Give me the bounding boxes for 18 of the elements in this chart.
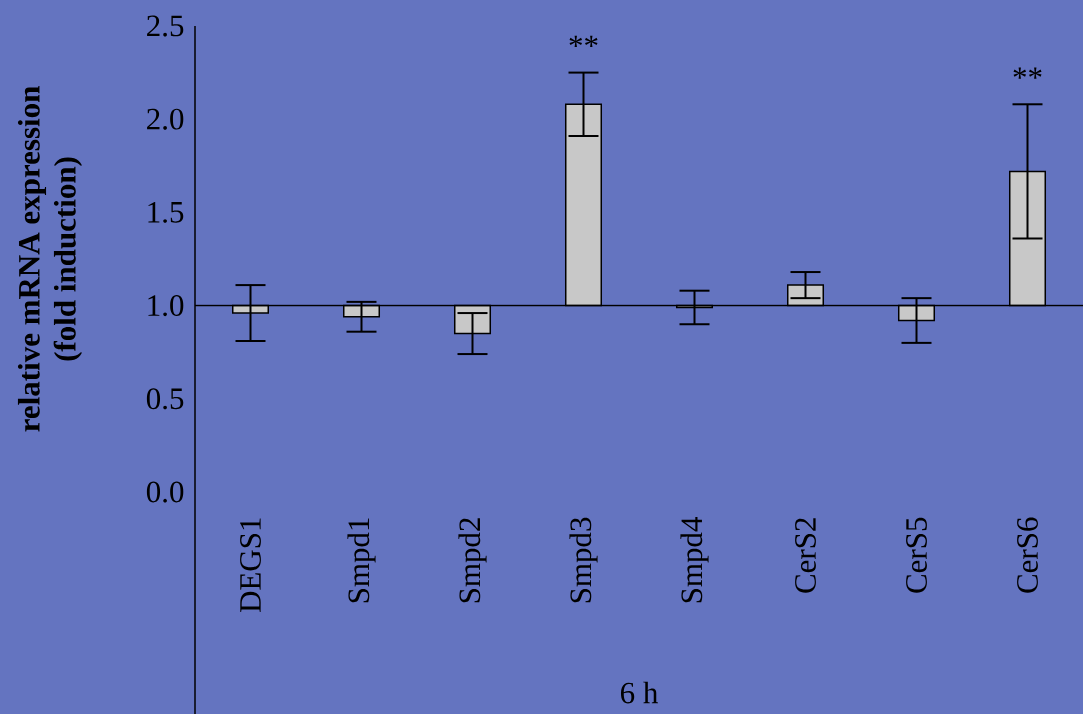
y-tick-label: 2.5 bbox=[147, 15, 184, 37]
annotation: ** bbox=[569, 35, 598, 48]
x-axis-title: 6 h bbox=[620, 681, 658, 704]
x-tick-label: Smpd2 bbox=[458, 518, 487, 603]
y-tick-label: 0.0 bbox=[146, 481, 184, 503]
y-axis-title: relative mRNA expression (fold induction) bbox=[17, 86, 83, 432]
x-tick-label: CerS2 bbox=[795, 518, 816, 593]
y-tick-label: 0.5 bbox=[146, 388, 184, 410]
x-tick-label: Smpd4 bbox=[680, 517, 709, 603]
x-tick-label: Smpd3 bbox=[569, 517, 598, 603]
y-tick-label: 1.5 bbox=[148, 201, 184, 223]
x-tick-label: CerS5 bbox=[906, 517, 927, 593]
x-tick-label: DEGS1 bbox=[240, 518, 261, 613]
y-tick-label: 1.0 bbox=[148, 295, 184, 317]
annotation: ** bbox=[1013, 67, 1042, 79]
x-tick-label: CerS6 bbox=[1017, 517, 1038, 593]
x-tick-label: Smpd1 bbox=[347, 518, 376, 603]
y-tick-label: 2.0 bbox=[147, 108, 184, 130]
